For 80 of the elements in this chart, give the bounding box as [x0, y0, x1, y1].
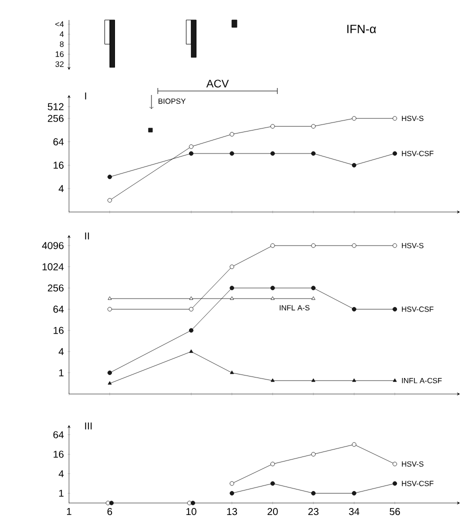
point [188, 144, 194, 149]
y-tick-label: 64 [53, 306, 64, 313]
point [392, 462, 398, 466]
y-tick-label: 16 [54, 450, 64, 458]
point [352, 116, 356, 121]
point [230, 481, 234, 486]
y-tick-label: 64 [53, 431, 64, 438]
point [108, 198, 112, 202]
x-tick-label: 56 [390, 508, 400, 516]
point [230, 370, 234, 374]
point [352, 307, 356, 312]
point [108, 174, 112, 180]
point [311, 124, 316, 129]
chart-title: II [85, 232, 89, 240]
chart-title: III [85, 422, 92, 430]
point [392, 116, 398, 121]
point [392, 151, 398, 156]
point [270, 296, 275, 300]
point [311, 378, 316, 382]
y-tick-label: 64 [53, 138, 64, 146]
point [189, 296, 194, 300]
point [311, 286, 316, 290]
point [392, 307, 398, 312]
y-tick-label: 256 [48, 114, 64, 122]
point [270, 124, 275, 129]
point [230, 132, 234, 136]
y-tick-label: 4 [58, 185, 64, 192]
y-tick-label: 1024 [42, 263, 64, 270]
point [108, 296, 112, 300]
point [148, 128, 153, 132]
point [352, 378, 356, 382]
x-tick-label: 1 [66, 508, 72, 515]
x-tick-label: 10 [186, 508, 196, 516]
point [352, 243, 356, 248]
point [108, 307, 112, 312]
point [352, 442, 356, 447]
y-tick-label: 16 [54, 326, 64, 334]
chart-title: I [85, 92, 86, 100]
point [270, 462, 275, 466]
point [392, 378, 397, 382]
point [311, 296, 316, 300]
point [189, 349, 194, 353]
point [352, 162, 356, 168]
x-tick-label: 20 [268, 508, 278, 516]
point [270, 151, 275, 156]
y-tick-label: 1 [59, 490, 64, 497]
x-tick-label: 34 [348, 508, 360, 516]
y-tick-label: 512 [48, 103, 64, 110]
point [311, 491, 316, 496]
x-tick-label: 23 [308, 508, 318, 516]
point [230, 491, 234, 496]
x-tick-label: 6 [107, 508, 112, 516]
point [270, 243, 275, 248]
point [392, 481, 398, 486]
y-tick-label: 4 [58, 348, 64, 356]
point [108, 381, 112, 385]
point [230, 286, 234, 290]
point [270, 286, 275, 290]
point [188, 151, 194, 156]
point [270, 481, 275, 486]
y-tick-label: 4096 [42, 242, 64, 250]
point [311, 452, 316, 456]
point [230, 151, 234, 156]
point [311, 243, 316, 248]
point [188, 328, 194, 333]
text: ACV [206, 80, 229, 88]
point [352, 491, 356, 496]
point [108, 370, 112, 375]
x-tick-label: 13 [227, 508, 238, 516]
y-tick-label: 256 [48, 284, 64, 292]
y-tick-label: 4 [58, 470, 64, 478]
point [392, 243, 398, 248]
point [230, 296, 234, 300]
y-tick-label: 16 [54, 162, 64, 169]
chart-title: IFN-α [347, 24, 376, 34]
point [311, 151, 316, 156]
point [188, 307, 194, 312]
point [230, 264, 234, 269]
y-tick-label: 1 [59, 369, 64, 376]
point [270, 378, 275, 382]
